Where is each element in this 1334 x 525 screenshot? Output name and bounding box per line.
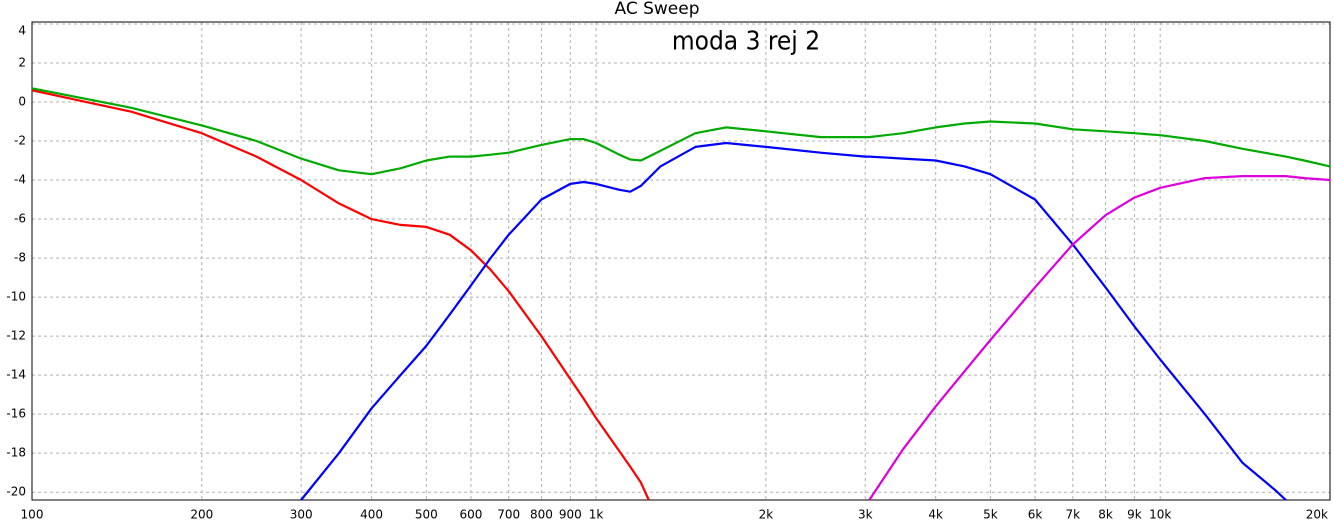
x-tick-label: 100	[21, 508, 44, 522]
series-line	[31, 87, 1331, 176]
x-tick-label: 2k	[759, 508, 774, 522]
x-tick-label: 4k	[928, 508, 943, 522]
x-tick-label: 6k	[1028, 508, 1043, 522]
x-tick-label: 800	[530, 508, 553, 522]
series-line	[31, 89, 650, 501]
x-tick-label: 900	[559, 508, 582, 522]
annotation: moda 3 rej 2	[672, 27, 820, 57]
y-tick-label: -10	[6, 290, 26, 304]
y-tick-label: -16	[6, 407, 26, 421]
y-tick-label: 4	[18, 24, 26, 38]
y-tick-label: 2	[18, 55, 26, 69]
x-tick-label: 200	[190, 508, 213, 522]
series-line	[868, 175, 1331, 501]
x-tick-label: 5k	[983, 508, 998, 522]
x-tick-label: 10k	[1149, 508, 1171, 522]
plot-frame	[31, 21, 1331, 501]
series-line	[300, 141, 1287, 501]
y-tick-label: -14	[6, 368, 26, 382]
y-tick-label: -12	[6, 329, 26, 343]
y-tick-label: -18	[6, 446, 26, 460]
x-tick-label: 600	[459, 508, 482, 522]
y-tick-label: -20	[6, 485, 26, 499]
x-tick-label: 3k	[858, 508, 873, 522]
x-tick-label: 9k	[1127, 508, 1142, 522]
x-tick-label: 20k	[1306, 508, 1328, 522]
chart-title: AC Sweep	[614, 0, 699, 19]
y-tick-label: 0	[18, 94, 26, 108]
y-tick-label: -2	[14, 134, 26, 148]
x-tick-label: 400	[360, 508, 383, 522]
y-tick-label: -6	[14, 212, 26, 226]
x-tick-label: 500	[415, 508, 438, 522]
x-tick-label: 300	[290, 508, 313, 522]
y-tick-label: -4	[14, 173, 26, 187]
x-tick-label: 1k	[589, 508, 604, 522]
x-tick-label: 8k	[1098, 508, 1113, 522]
y-tick-label: -8	[14, 251, 26, 265]
x-tick-label: 7k	[1066, 508, 1081, 522]
x-tick-label: 700	[497, 508, 520, 522]
